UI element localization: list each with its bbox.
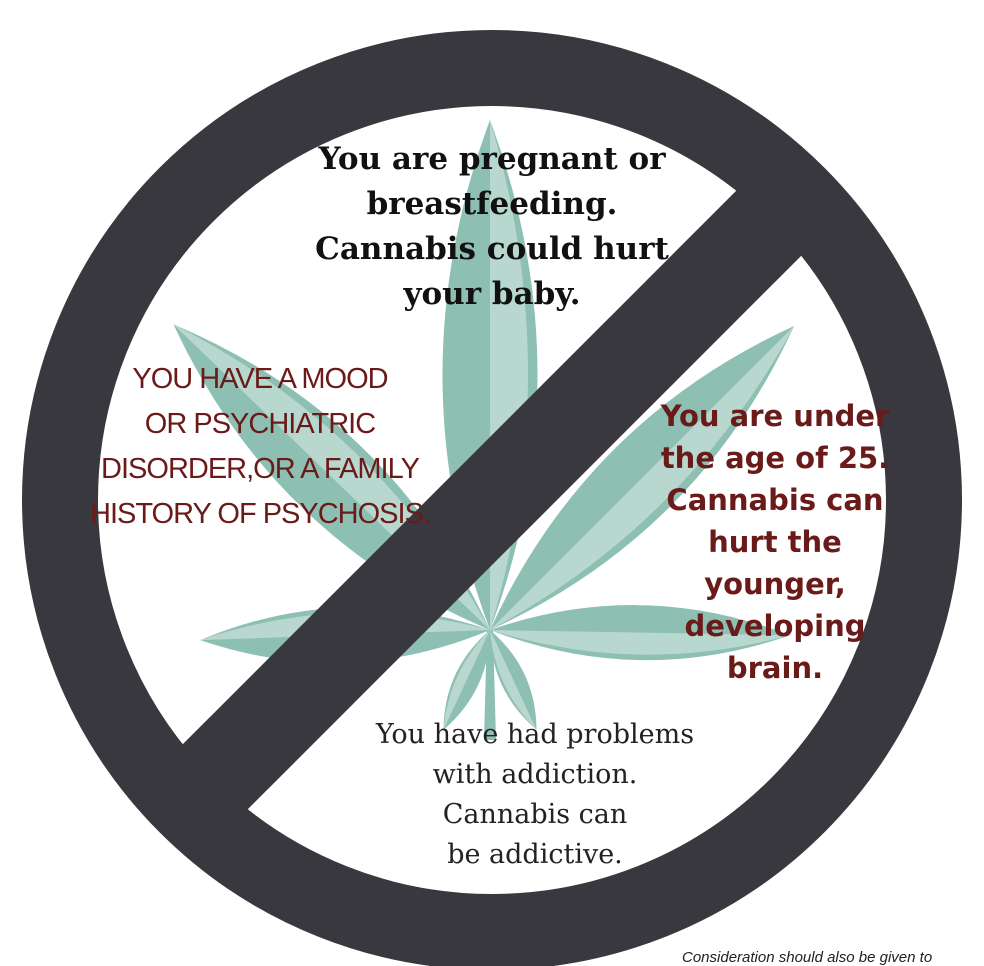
text-line: brain. bbox=[727, 651, 823, 685]
text-line: YOU HAVE A MOOD bbox=[132, 363, 387, 395]
footnote: Consideration should also be given to bbox=[682, 949, 932, 966]
leaflet-highlight bbox=[490, 630, 537, 730]
text-line: Cannabis can bbox=[666, 483, 883, 517]
text-line: You are pregnant or bbox=[317, 141, 666, 177]
prohibition-bar bbox=[166, 174, 818, 826]
text-line: Cannabis could hurt bbox=[315, 231, 669, 267]
text-line: breastfeeding. bbox=[367, 186, 618, 222]
text-line: developing bbox=[685, 609, 866, 643]
text-line: be addictive. bbox=[447, 839, 623, 870]
cannabis-leaf bbox=[173, 120, 795, 740]
text-line: HISTORY OF PSYCHOSIS. bbox=[90, 498, 430, 530]
age-text: You are under the age of 25. Cannabis can h… bbox=[660, 399, 890, 685]
text-line: younger, bbox=[704, 567, 846, 601]
leaflet-highlight bbox=[490, 325, 795, 630]
text-line: You are under bbox=[660, 399, 890, 433]
leaflet-highlight bbox=[443, 630, 490, 730]
text-line: DISORDER,OR A FAMILY bbox=[101, 453, 420, 485]
text-line: with addiction. bbox=[433, 759, 638, 790]
prohibition-ring bbox=[22, 30, 962, 966]
text-line: hurt the bbox=[708, 525, 842, 559]
text-line: OR PSYCHIATRIC bbox=[145, 408, 375, 440]
text-line: your baby. bbox=[402, 276, 580, 312]
text-line: the age of 25. bbox=[661, 441, 889, 475]
mood-text: YOU HAVE A MOOD OR PSYCHIATRIC DISORDER,OR… bbox=[90, 363, 430, 530]
leaflet-highlight bbox=[173, 324, 491, 630]
leaflet-highlight bbox=[490, 630, 790, 655]
text-line: Cannabis can bbox=[443, 799, 628, 830]
addiction-text: You have had problems with addiction. Cann… bbox=[375, 719, 694, 870]
pregnant-text: You are pregnant or breastfeeding. Cannabi… bbox=[315, 141, 669, 312]
text-line: You have had problems bbox=[375, 719, 694, 750]
